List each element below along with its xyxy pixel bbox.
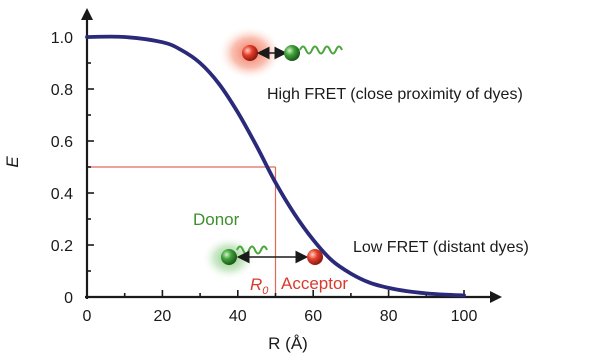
donor-dye-high <box>284 45 300 61</box>
axes <box>81 8 502 303</box>
r0-label-subscript: 0 <box>262 285 269 297</box>
x-tick-label: 60 <box>304 308 322 325</box>
x-axis-title: R (Å) <box>268 334 308 353</box>
y-tick-label: 0.4 <box>51 186 73 203</box>
green-emission-squiggle-high <box>299 45 343 55</box>
tick-marks <box>86 36 465 298</box>
acceptor-dye-low <box>307 249 323 265</box>
green-emission-squiggle-low <box>236 245 268 255</box>
x-tick-label: 20 <box>154 308 172 325</box>
series-layer <box>85 34 466 298</box>
low-fret-label: Low FRET (distant dyes) <box>353 239 529 256</box>
y-axis-arrowhead <box>81 8 93 20</box>
acceptor-label: Acceptor <box>281 274 348 293</box>
y-tick-label: 0 <box>64 290 73 307</box>
y-axis-title: E <box>3 156 22 168</box>
y-tick-label: 1.0 <box>51 30 73 47</box>
fret-efficiency-curve <box>85 34 466 298</box>
donor-dye-low <box>221 249 237 265</box>
low-fret-illustration <box>202 236 323 280</box>
y-tick-label: 0.8 <box>51 82 73 99</box>
acceptor-dye-high <box>242 45 258 61</box>
high-fret-illustration <box>218 26 343 80</box>
donor-label: Donor <box>193 210 240 229</box>
x-tick-label: 0 <box>83 308 92 325</box>
x-axis-arrowhead <box>490 291 502 303</box>
r0-guide-lines <box>87 166 277 297</box>
r0-label: R0 <box>250 275 269 297</box>
x-tick-label: 40 <box>229 308 247 325</box>
tick-labels: 0 20 40 60 80 100 0 0.2 0.4 0.6 0.8 1.0 <box>51 30 478 325</box>
r0-label-main: R <box>250 275 262 294</box>
x-tick-label: 80 <box>380 308 398 325</box>
y-tick-label: 0.2 <box>51 238 73 255</box>
y-tick-label: 0.6 <box>51 134 73 151</box>
x-tick-label: 100 <box>451 308 478 325</box>
high-fret-label: High FRET (close proximity of dyes) <box>267 86 523 103</box>
